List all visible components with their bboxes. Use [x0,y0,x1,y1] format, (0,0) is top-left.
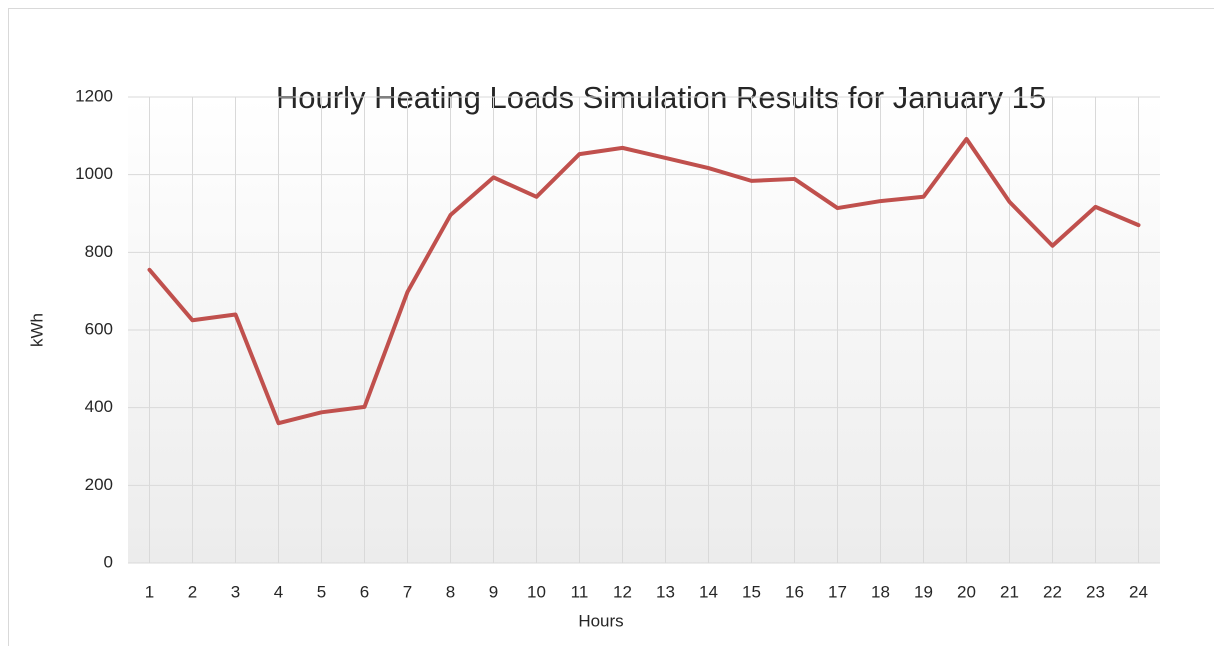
x-tick-label: 8 [446,582,455,601]
y-axis-label: kWh [27,313,46,347]
y-tick-label: 200 [85,475,113,494]
x-tick-label: 18 [871,582,890,601]
x-tick-label: 9 [489,582,498,601]
y-tick-label: 800 [85,242,113,261]
x-tick-label: 16 [785,582,804,601]
x-tick-label: 5 [317,582,326,601]
x-tick-label: 11 [571,582,589,601]
x-tick-label: 13 [656,582,675,601]
x-tick-label: 12 [613,582,632,601]
x-tick-label: 10 [527,582,546,601]
x-tick-label: 15 [742,582,761,601]
x-tick-label: 24 [1129,582,1148,601]
x-tick-label: 7 [403,582,412,601]
x-tick-label: 20 [957,582,976,601]
x-tick-label: 21 [1000,582,1019,601]
y-tick-label: 1000 [75,164,113,183]
x-tick-label: 17 [828,582,847,601]
x-tick-label: 3 [231,582,240,601]
y-tick-label: 0 [104,552,113,571]
line-series [147,136,1141,426]
x-tick-label: 1 [145,582,154,601]
x-axis-label: Hours [578,611,623,630]
x-tick-label: 4 [274,582,283,601]
x-tick-label: 22 [1043,582,1062,601]
x-tick-label: 6 [360,582,369,601]
x-tick-label: 14 [699,582,718,601]
chart-title: Hourly Heating Loads Simulation Results … [276,80,1046,115]
x-tick-label: 19 [914,582,933,601]
chart-frame [8,8,1214,646]
x-tick-label: 23 [1086,582,1105,601]
y-tick-label: 1200 [75,86,113,105]
y-tick-label: 600 [85,319,113,338]
x-tick-label: 2 [188,582,197,601]
y-tick-label: 400 [85,397,113,416]
